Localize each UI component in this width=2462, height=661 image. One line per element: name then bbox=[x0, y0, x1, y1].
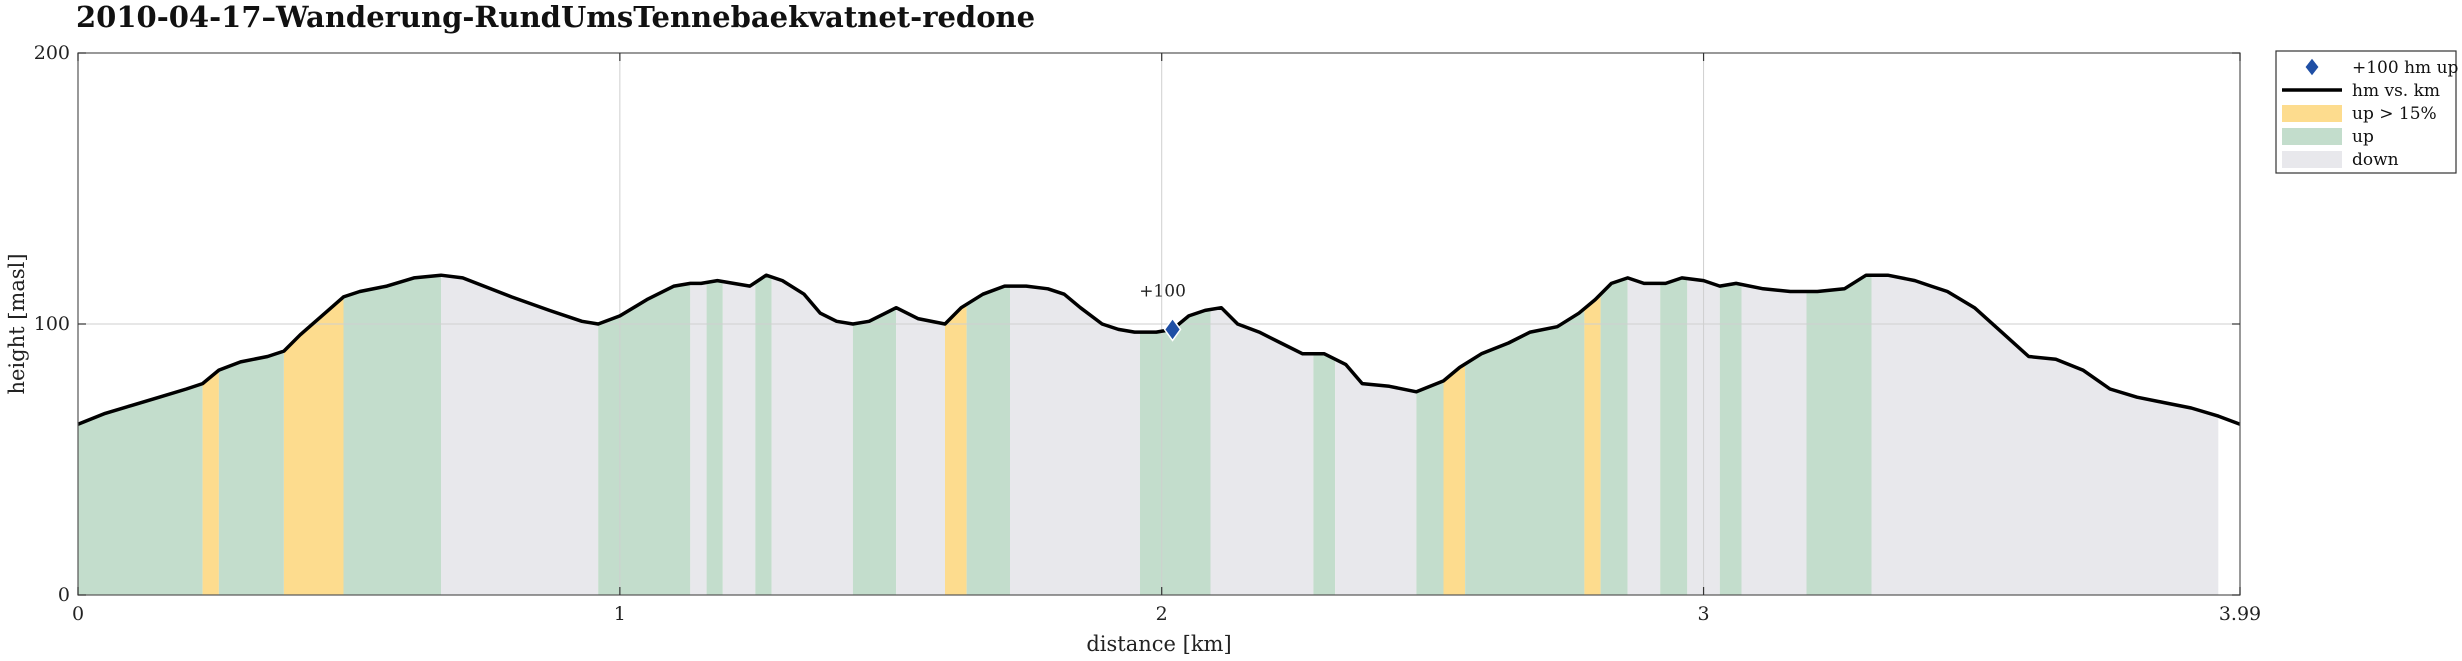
segment-steep-22 bbox=[1443, 364, 1466, 595]
segment-down-32 bbox=[1871, 275, 2219, 595]
x-tick-label-0: 0 bbox=[72, 603, 84, 625]
segment-steep-1 bbox=[202, 370, 219, 595]
segment-up-23 bbox=[1465, 308, 1585, 595]
segment-down-26 bbox=[1627, 277, 1661, 595]
axis-ticks: 0 1 2 3 3.99 0 100 200 bbox=[34, 42, 2261, 625]
segment-down-13 bbox=[896, 307, 945, 595]
x-tick-label-1: 1 bbox=[614, 603, 626, 625]
legend-label-down: down bbox=[2352, 150, 2399, 170]
segment-up-17 bbox=[1140, 309, 1211, 595]
legend: +100 hm up hm vs. km up > 15% up down bbox=[2275, 50, 2459, 174]
chart-title: 2010-04-17–Wanderung-RundUmsTennebaekvat… bbox=[76, 0, 1036, 34]
segment-up-21 bbox=[1416, 380, 1444, 595]
segment-down-5 bbox=[441, 275, 599, 595]
segment-down-7 bbox=[690, 282, 707, 595]
hm-up-marker-0 bbox=[1163, 317, 1182, 342]
segment-down-18 bbox=[1210, 307, 1314, 595]
segment-up-19 bbox=[1313, 353, 1336, 595]
segment-down-20 bbox=[1335, 359, 1417, 595]
segment-down-16 bbox=[1010, 286, 1140, 595]
legend-swatch-marker bbox=[2304, 57, 2320, 77]
segment-up-8 bbox=[706, 280, 723, 595]
segment-up-4 bbox=[343, 275, 441, 595]
profile-line bbox=[77, 273, 2241, 426]
y-axis-label: height [masl] bbox=[5, 253, 29, 394]
y-tick-label-0: 0 bbox=[58, 584, 70, 606]
segment-steep-24 bbox=[1584, 294, 1601, 595]
grid-lines bbox=[78, 53, 2240, 595]
segment-up-6 bbox=[598, 283, 691, 595]
gradient-segments bbox=[78, 275, 2219, 595]
segment-up-25 bbox=[1600, 277, 1628, 595]
legend-label-steep: up > 15% bbox=[2352, 104, 2437, 124]
legend-swatch-down bbox=[2282, 151, 2342, 168]
segment-up-12 bbox=[852, 307, 897, 595]
legend-label-marker: +100 hm up bbox=[2352, 58, 2459, 78]
segment-up-0 bbox=[78, 383, 203, 595]
segment-down-11 bbox=[771, 277, 853, 595]
x-tick-label-3: 3 bbox=[1698, 603, 1710, 625]
segment-steep-14 bbox=[945, 304, 967, 595]
legend-label-line: hm vs. km bbox=[2352, 81, 2440, 101]
segment-up-15 bbox=[966, 286, 1010, 595]
segment-steep-3 bbox=[283, 296, 344, 595]
segment-up-27 bbox=[1660, 277, 1688, 595]
legend-label-up: up bbox=[2352, 127, 2374, 147]
x-tick-label-4: 3.99 bbox=[2219, 603, 2261, 625]
x-axis-label: distance [km] bbox=[1086, 632, 1231, 656]
segment-up-29 bbox=[1719, 283, 1742, 595]
segment-up-10 bbox=[755, 275, 772, 595]
segment-down-9 bbox=[722, 281, 756, 595]
marker-label-0: +100 bbox=[1139, 281, 1186, 301]
segment-down-30 bbox=[1741, 284, 1807, 595]
y-tick-label-2: 200 bbox=[34, 42, 70, 64]
legend-swatch-up bbox=[2282, 128, 2342, 145]
markers-group: +100 bbox=[1139, 281, 1186, 342]
legend-swatch-steep bbox=[2282, 105, 2342, 122]
segment-up-2 bbox=[218, 351, 284, 595]
y-tick-label-1: 100 bbox=[34, 313, 70, 335]
profile-line-group bbox=[77, 273, 2241, 426]
segment-up-31 bbox=[1806, 275, 1872, 595]
x-tick-label-2: 2 bbox=[1156, 603, 1168, 625]
